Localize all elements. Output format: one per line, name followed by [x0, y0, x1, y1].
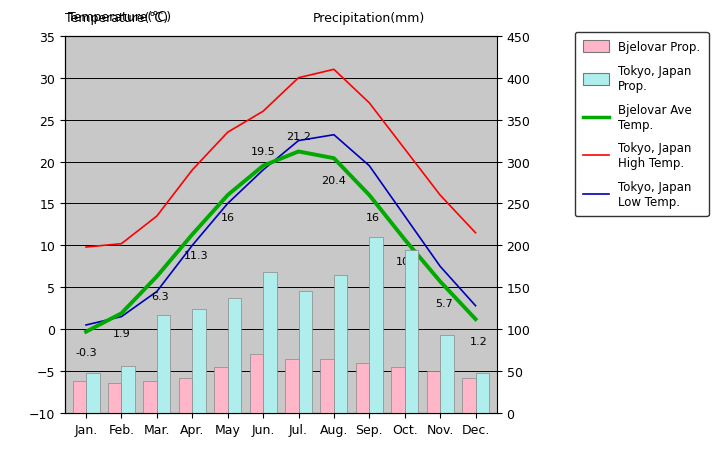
Bar	[440, 336, 454, 413]
Bar	[192, 309, 206, 413]
Text: -0.3: -0.3	[75, 347, 97, 357]
Bar	[356, 363, 369, 413]
Bar	[122, 366, 135, 413]
Text: 16: 16	[366, 213, 380, 222]
Text: 1.2: 1.2	[470, 336, 488, 346]
Bar	[143, 381, 157, 413]
Text: 5.7: 5.7	[435, 298, 453, 308]
Bar	[405, 250, 418, 413]
Bar	[427, 371, 440, 413]
Bar	[369, 237, 383, 413]
Bar	[250, 354, 263, 413]
Text: 16: 16	[221, 213, 235, 222]
Text: 19.5: 19.5	[251, 146, 276, 157]
Bar	[157, 315, 171, 413]
Bar	[475, 373, 489, 413]
Bar	[299, 292, 312, 413]
Text: 20.4: 20.4	[321, 175, 346, 185]
Bar	[320, 359, 334, 413]
Bar	[179, 378, 192, 413]
Bar	[462, 378, 475, 413]
Text: 1.9: 1.9	[112, 329, 130, 339]
Text: 10.7: 10.7	[396, 257, 420, 267]
Text: 21.2: 21.2	[286, 132, 311, 142]
Bar	[228, 298, 241, 413]
Text: 6.3: 6.3	[152, 292, 169, 302]
Text: 11.3: 11.3	[184, 250, 208, 260]
Text: Temperature(℃): Temperature(℃)	[68, 11, 171, 24]
Legend: Bjelovar Prop., Tokyo, Japan
Prop., Bjelovar Ave
Temp., Tokyo, Japan
High Temp.,: Bjelovar Prop., Tokyo, Japan Prop., Bjel…	[575, 33, 708, 217]
Bar	[285, 359, 299, 413]
Text: Temperature(℃): Temperature(℃)	[65, 12, 168, 25]
Bar	[334, 275, 347, 413]
Bar	[108, 383, 122, 413]
Bar	[86, 373, 99, 413]
Bar	[215, 367, 228, 413]
Bar	[73, 381, 86, 413]
Text: Precipitation(mm): Precipitation(mm)	[313, 12, 426, 25]
Bar	[391, 367, 405, 413]
Bar	[263, 273, 276, 413]
